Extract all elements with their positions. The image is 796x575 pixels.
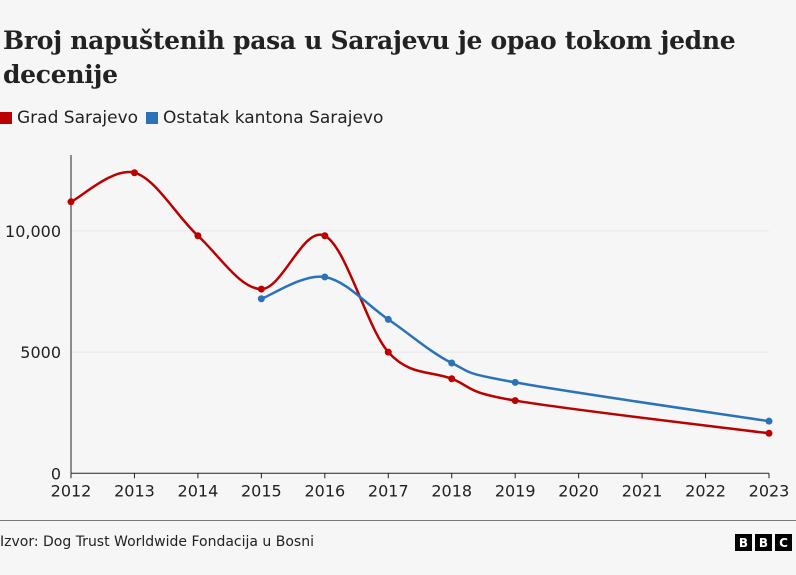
x-tick-label: 2012	[51, 481, 92, 500]
x-tick-label: 2016	[304, 481, 345, 500]
data-point	[765, 429, 773, 437]
data-point	[67, 198, 75, 206]
y-tick-label: 5000	[20, 343, 61, 362]
legend-swatch	[146, 112, 159, 124]
data-point	[511, 397, 519, 405]
x-tick-label: 2018	[431, 481, 472, 500]
data-point	[511, 378, 519, 386]
source-note: Izvor: Dog Trust Worldwide Fondacija u B…	[0, 534, 314, 550]
data-point	[194, 232, 202, 240]
legend-label: Grad Sarajevo	[17, 108, 139, 128]
series-line	[70, 170, 770, 435]
chart-title: Broj napuštenih pasa u Sarajevu je opao …	[3, 26, 736, 89]
y-tick-label: 0	[51, 464, 61, 483]
data-point	[384, 315, 392, 323]
line-chart: 0 5000 10,000 2012 2013 2014 2015 2016 2017 2018 2…	[5, 155, 790, 500]
data-point	[257, 285, 265, 293]
data-point	[321, 273, 329, 281]
x-tick-label: 2015	[241, 481, 282, 500]
legend-item-grad: Grad Sarajevo	[0, 108, 138, 128]
data-point	[130, 169, 138, 177]
x-tick-label: 2021	[622, 481, 663, 500]
x-tick-label: 2017	[368, 481, 409, 500]
data-point	[257, 295, 265, 303]
data-point	[765, 417, 773, 425]
data-point	[321, 232, 329, 240]
legend-swatch	[0, 112, 12, 124]
data-point	[448, 359, 456, 367]
legend: Grad Sarajevo Ostatak kantona Sarajevo	[0, 108, 383, 128]
x-tick-label: 2020	[558, 481, 599, 500]
footer-divider	[0, 520, 796, 521]
x-tick-label: 2022	[685, 481, 726, 500]
data-point	[448, 375, 456, 383]
legend-item-ostatak: Ostatak kantona Sarajevo	[146, 108, 383, 128]
x-tick-label: 2013	[114, 481, 155, 500]
y-tick-label: 10,000	[5, 222, 61, 241]
legend-label: Ostatak kantona Sarajevo	[163, 108, 384, 128]
x-tick-label: 2019	[495, 481, 536, 500]
x-tick-label: 2014	[178, 481, 219, 500]
x-tick-label: 2023	[749, 481, 790, 500]
data-point	[384, 348, 392, 356]
